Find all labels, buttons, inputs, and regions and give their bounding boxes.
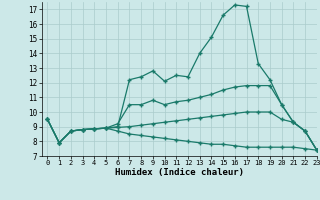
- X-axis label: Humidex (Indice chaleur): Humidex (Indice chaleur): [115, 168, 244, 177]
